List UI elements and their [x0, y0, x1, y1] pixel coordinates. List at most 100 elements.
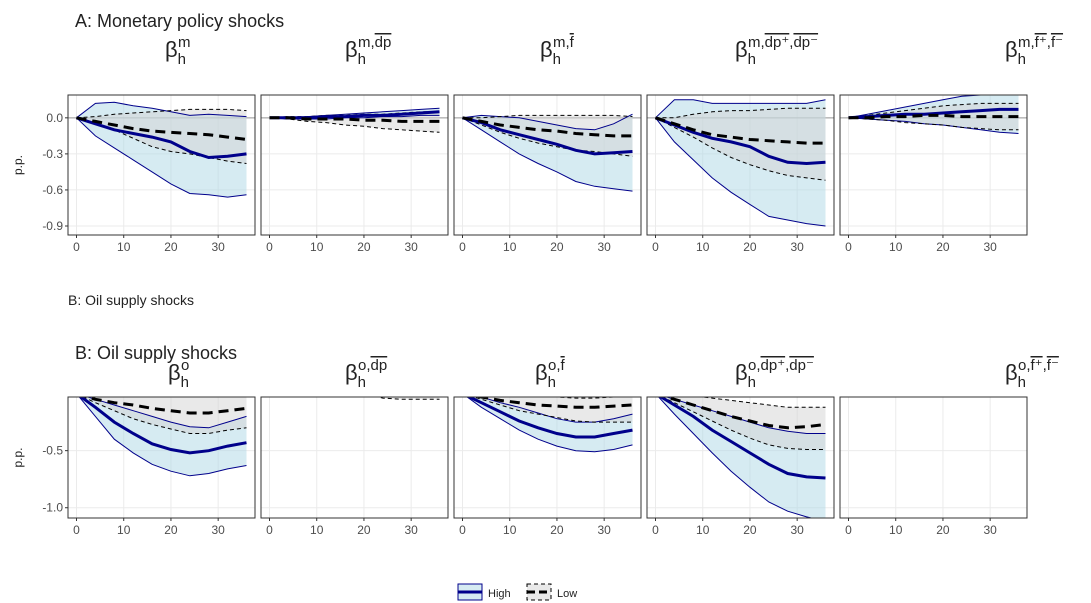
band-line [849, 392, 1019, 393]
panel-border [453, 396, 642, 519]
title-base: β [735, 37, 748, 62]
title-sup: dp⁻ [793, 34, 818, 51]
title-sub: h [181, 374, 189, 391]
x-tick-label: 10 [503, 240, 517, 254]
x-tick-label: 20 [743, 240, 757, 254]
title-sup: f [561, 357, 566, 374]
x-tick-label: 30 [211, 240, 225, 254]
band-line [76, 117, 247, 198]
y-tick-label: -0.6 [42, 183, 63, 197]
band-line [655, 117, 826, 181]
median-line [76, 116, 247, 160]
title-sup: dp⁺ [761, 357, 786, 374]
x-tick-label: 0 [266, 240, 273, 254]
plot-area [270, 387, 440, 400]
panel-border [839, 94, 1028, 236]
median-line [270, 387, 440, 394]
panel-border [453, 94, 642, 236]
y-axis-label: p.p. [11, 155, 25, 175]
panel-title: βho,dp⁺,dp⁻ [735, 357, 814, 391]
panel-title: βho,f⁺,f⁻ [1005, 357, 1059, 391]
title-sup: m, [1018, 34, 1035, 51]
band [83, 397, 247, 434]
x-tick-label: 0 [266, 523, 273, 537]
band [658, 397, 826, 518]
legend-label: High [488, 588, 511, 600]
panel-border [260, 94, 449, 236]
x-tick-label: 10 [117, 523, 131, 537]
band-line [655, 107, 826, 119]
band [378, 397, 440, 400]
x-tick-label: 0 [845, 240, 852, 254]
title-sup: m, [553, 34, 570, 51]
title-sup: f⁻ [1047, 357, 1059, 374]
median-line [82, 397, 247, 415]
title-base: β [165, 37, 178, 62]
title-sub: h [1018, 374, 1026, 391]
section-b-title: B: Oil supply shocks [75, 343, 237, 363]
band-line [848, 117, 1019, 131]
x-tick-label: 20 [550, 523, 564, 537]
band [79, 397, 247, 476]
title-sub: h [748, 374, 756, 391]
x-tick-label: 0 [73, 523, 80, 537]
band [76, 109, 247, 164]
x-tick-label: 30 [597, 523, 611, 537]
median-line [848, 113, 1019, 120]
panel-title: βhm,f⁺,f⁻ [1005, 34, 1063, 68]
x-tick-label: 30 [404, 523, 418, 537]
x-tick-label: 0 [652, 240, 659, 254]
plot-area [269, 107, 440, 133]
y-tick-label: -0.9 [42, 219, 63, 233]
x-tick-label: 0 [459, 523, 466, 537]
band-line [181, 397, 218, 398]
x-tick-label: 30 [211, 523, 225, 537]
panel-border [260, 396, 449, 519]
band [849, 378, 1019, 394]
title-sup: o, [548, 357, 561, 374]
band-line [655, 99, 826, 119]
plot-area [466, 397, 633, 453]
title-sup: o, [748, 357, 761, 374]
title-sup: f⁺ [1035, 34, 1047, 51]
band-line [376, 397, 440, 400]
band-line [466, 397, 633, 453]
band-line [269, 117, 440, 133]
panel-border [67, 94, 256, 236]
title-sup: m [178, 34, 191, 51]
panel-title: βho,f [535, 357, 566, 391]
band [849, 365, 1019, 394]
title-sup: o [181, 357, 189, 374]
title-sup: , [789, 34, 793, 51]
median-line [654, 116, 826, 166]
median-line [78, 397, 247, 455]
x-tick-label: 30 [404, 240, 418, 254]
title-base: β [345, 360, 358, 385]
median-line [462, 116, 633, 156]
panel-title: βhm,dp⁺,dp⁻ [735, 34, 818, 68]
title-base: β [1005, 37, 1018, 62]
panel-border [839, 396, 1028, 519]
x-tick-label: 30 [983, 523, 997, 537]
title-sub: h [748, 51, 756, 68]
x-tick-label: 30 [790, 240, 804, 254]
x-tick-label: 10 [696, 523, 710, 537]
median-line [848, 107, 1019, 120]
band [462, 115, 633, 157]
x-tick-label: 20 [164, 240, 178, 254]
band-line [655, 117, 826, 227]
panel-title: βhm,f [540, 34, 575, 68]
panel-title: βho,dp [345, 357, 387, 391]
plot-area [462, 113, 633, 192]
title-base: β [535, 360, 548, 385]
band-line [848, 95, 1019, 119]
x-tick-label: 20 [164, 523, 178, 537]
band-line [78, 397, 247, 477]
x-tick-label: 0 [652, 523, 659, 537]
title-sub: h [358, 51, 366, 68]
median-line [269, 110, 440, 120]
x-tick-label: 10 [310, 523, 324, 537]
band-line [462, 117, 633, 157]
title-sub: h [1018, 51, 1026, 68]
